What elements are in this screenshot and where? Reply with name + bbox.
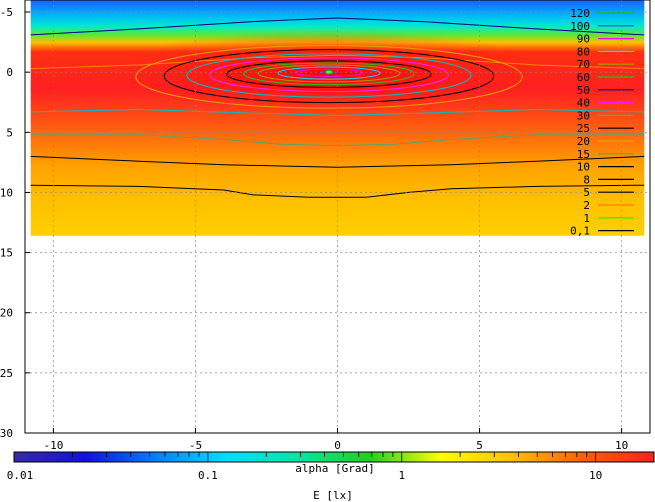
colorbar-tick-label: 0.01 (7, 469, 34, 482)
legend-label: 90 (577, 33, 590, 46)
legend-label: 8 (583, 173, 590, 186)
y-tick-label: 30 (0, 427, 13, 440)
y-tick-label: 15 (0, 247, 13, 260)
legend-label: 2 (583, 199, 590, 212)
legend-label: 25 (577, 122, 590, 135)
y-tick-label: 10 (0, 186, 13, 199)
x-axis-label: alpha [Grad] (295, 462, 374, 475)
x-tick-label: 0 (334, 439, 341, 452)
legend-label: 80 (577, 45, 590, 58)
legend-label: 100 (570, 20, 590, 33)
contour-ring-90 (294, 68, 364, 77)
contour-ring-25 (163, 49, 495, 104)
legend-label: 5 (583, 186, 590, 199)
contour-lines (30, 17, 645, 198)
contour-ring-60 (243, 62, 415, 86)
colorbar-tick-label: 10 (589, 469, 602, 482)
legend-label: 15 (577, 148, 590, 161)
contour-ring-70 (257, 64, 401, 83)
x-axis-ticks: -10 -5 0 5 10 (43, 428, 628, 452)
colorbar-label: E [lx] (313, 489, 353, 502)
contour-5 (30, 184, 645, 198)
contour-ring-30 (186, 53, 472, 98)
x-tick-label: -5 (189, 439, 202, 452)
legend-label: 20 (577, 135, 590, 148)
y-tick-label: 0 (6, 66, 13, 79)
legend-label: 40 (577, 97, 590, 110)
colorbar-ticks: 0.01 0.1 1 10 (7, 452, 655, 482)
contour-peak (324, 69, 334, 75)
legend-label: 10 (577, 161, 590, 174)
y-tick-label: -5 (0, 6, 13, 19)
colorbar-tick-label: 1 (398, 469, 405, 482)
contour-0-1 (30, 17, 645, 36)
contour-ring-40 (209, 57, 449, 93)
y-tick-label: 25 (0, 367, 13, 380)
legend-label: 0,1 (570, 225, 590, 238)
colorbar-tick-label: 0.1 (198, 469, 218, 482)
contour-ring-20 (135, 45, 523, 109)
x-tick-label: 10 (615, 439, 628, 452)
legend-label: 30 (577, 109, 590, 122)
legend-label: 120 (570, 7, 590, 20)
contour-8 (30, 155, 645, 168)
colorbar (13, 451, 655, 463)
contour-ring-50 (226, 60, 432, 88)
legend-label: 1 (583, 212, 590, 225)
x-tick-label: 5 (476, 439, 483, 452)
x-tick-label: -10 (43, 439, 63, 452)
y-axis-ticks: -5 0 5 10 15 20 25 30 (0, 6, 30, 440)
contour-ring-80 (277, 66, 381, 80)
y-tick-label: 20 (0, 307, 13, 320)
y-tick-label: 5 (6, 126, 13, 139)
legend-label: 50 (577, 84, 590, 97)
legend-label: 60 (577, 71, 590, 84)
legend-label: 70 (577, 58, 590, 71)
